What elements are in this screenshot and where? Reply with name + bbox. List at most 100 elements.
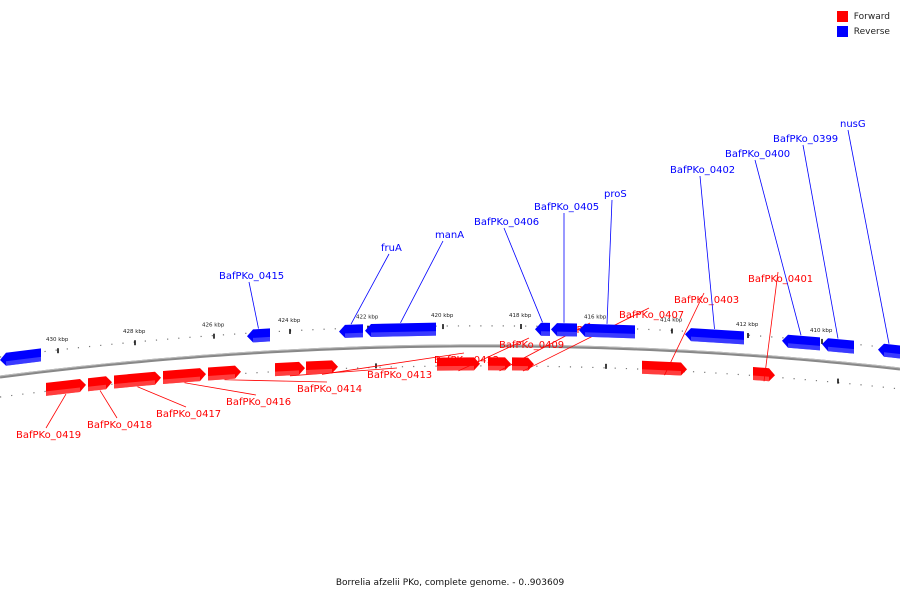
- gene-label-bafpko_0413: BafPKo_0413: [367, 370, 432, 381]
- scale-label: 424 kbp: [278, 318, 301, 324]
- gene-arrow-unlabeled-shade: [6, 356, 41, 366]
- gene-arrow-bafpko_0419: [46, 379, 86, 396]
- gene-arrow-bafpko_0419-connector: [45, 393, 67, 429]
- scale-label: 412 kbp: [736, 322, 759, 328]
- legend-item-forward: Forward: [836, 9, 890, 24]
- gene-label-bafpko_0417: BafPKo_0417: [156, 409, 221, 420]
- gene-arrow-pros: [579, 323, 635, 339]
- scale-label: 416 kbp: [584, 314, 607, 320]
- gene-arrow-bafpko_0414-connector: [224, 379, 328, 383]
- backbone-highlight: [0, 344, 900, 377]
- scale-label: 428 kbp: [123, 329, 146, 335]
- gene-label-bafpko_0414: BafPKo_0414: [297, 384, 362, 395]
- gene-arrow-bafpko_0414: [208, 365, 241, 381]
- gene-label-bafpko_0405: BafPKo_0405: [534, 202, 599, 213]
- gene-arrow-frua-connector: [350, 253, 390, 325]
- gene-arrow-bafpko_0412: [306, 360, 338, 375]
- scale-label: 430 kbp: [46, 337, 69, 343]
- gene-arrow-bafpko_0403-connector: [664, 292, 705, 376]
- gene-arrow-bafpko_0407-connector: [522, 307, 650, 372]
- scale-label: 418 kbp: [509, 313, 532, 319]
- gene-label-bafpko_0409: BafPKo_0409: [499, 340, 564, 351]
- gene-arrow-bafpko_0400: [782, 334, 820, 351]
- gene-label-bafpko_0401: BafPKo_0401: [748, 274, 813, 285]
- scale-label: 422 kbp: [356, 315, 379, 321]
- gene-arrow-bafpko_0408-shade: [488, 365, 505, 371]
- gene-arrow-bafpko_0400-shade: [788, 343, 820, 351]
- gene-arrow-bafpko_0406: [535, 322, 550, 336]
- gene-arrow-bafpko_0406-connector: [503, 227, 543, 323]
- gene-arrow-bafpko_0412-connector: [321, 352, 465, 375]
- reverse-swatch: [836, 26, 848, 37]
- gene-arrow-frua: [339, 324, 363, 338]
- gene-arrow-bafpko_0403-shade: [642, 369, 681, 376]
- gene-arrow-mana-connector: [400, 240, 444, 323]
- gene-arrow-frua-shade: [345, 332, 363, 338]
- gene-arrow-pros-connector: [606, 199, 613, 324]
- reverse-track-guide: [0, 325, 900, 358]
- scale-label: 410 kbp: [810, 328, 833, 334]
- gene-label-bafpko_0407: BafPKo_0407: [619, 310, 684, 321]
- gene-arrow-bafpko_0403: [642, 360, 687, 376]
- gene-arrow-bafpko_0418: [88, 376, 112, 392]
- gene-arrow-bafpko_0413: [275, 361, 305, 377]
- gene-arrow-bafpko_0415: [247, 328, 270, 343]
- gene-label-bafpko_0403: BafPKo_0403: [674, 295, 739, 306]
- map-caption: Borrelia afzelii PKo, complete genome. -…: [335, 578, 565, 588]
- gene-arrow-mana-shade: [371, 331, 436, 337]
- scale-label: 414 kbp: [660, 317, 683, 323]
- gene-arrow-bafpko_0416: [163, 368, 206, 384]
- gene-arrow-bafpko_0417-connector: [137, 386, 187, 408]
- gene-arrow-pros-shade: [585, 332, 635, 339]
- gene-arrow-bafpko_0401-connector: [763, 271, 779, 382]
- gene-label-bafpko_0400: BafPKo_0400: [725, 149, 790, 160]
- gene-arrow-bafpko_0407-shade: [512, 365, 528, 371]
- gene-arrow-bafpko_0413-shade: [275, 370, 299, 377]
- gene-label-pros: proS: [604, 189, 627, 200]
- gene-label-bafpko_0419: BafPKo_0419: [16, 430, 81, 441]
- gene-arrow-bafpko_0418-shade: [88, 384, 106, 392]
- gene-arrow-bafpko_0417: [114, 371, 161, 389]
- gene-arrow-bafpko_0405-shade: [557, 331, 577, 337]
- gene-arrow-bafpko_0415-connector: [248, 281, 259, 329]
- gene-arrow-bafpko_0417-shade: [114, 380, 155, 389]
- gene-arrow-bafpko_0406-shade: [541, 331, 550, 336]
- gene-arrow-bafpko_0419-shade: [46, 387, 80, 396]
- gene-arrow-bafpko_0402-connector: [699, 175, 715, 329]
- gene-label-bafpko_0418: BafPKo_0418: [87, 420, 152, 431]
- gene-arrow-bafpko_0399-shade: [828, 346, 854, 354]
- legend-label-reverse: Reverse: [853, 26, 890, 37]
- gene-label-bafpko_0406: BafPKo_0406: [474, 217, 539, 228]
- gene-label-bafpko_0415: BafPKo_0415: [219, 271, 284, 282]
- gene-arrow-bafpko_0413-connector: [289, 367, 398, 377]
- gene-arrow-bafpko_0409: [437, 357, 480, 371]
- gene-arrow-mana: [365, 322, 436, 337]
- backbone-line: [0, 344, 900, 379]
- legend-label-forward: Forward: [853, 11, 890, 22]
- gene-arrow-bafpko_0401-shade: [753, 375, 769, 382]
- gene-label-nusg: nusG: [840, 119, 866, 130]
- gene-arrow-bafpko_0409-shade: [437, 365, 474, 371]
- gene-arrow-bafpko_0414-shade: [208, 374, 235, 381]
- gene-arrow-bafpko_0402: [685, 328, 744, 345]
- forward-track-guide: [0, 365, 900, 398]
- gene-label-frua: fruA: [381, 243, 402, 254]
- gene-arrow-bafpko_0400-connector: [754, 159, 802, 336]
- gene-arrow-bafpko_0408: [488, 357, 511, 371]
- gene-arrow-nusg-connector: [847, 129, 890, 344]
- gene-label-bafpko_0399: BafPKo_0399: [773, 134, 838, 145]
- scale-label: 420 kbp: [431, 313, 454, 319]
- gene-label-bafpko_0416: BafPKo_0416: [226, 397, 291, 408]
- gene-arrow-bafpko_0399: [822, 338, 854, 354]
- gene-arrow-bafpko_0412-shade: [306, 368, 332, 375]
- scale-label: 426 kbp: [202, 323, 225, 329]
- gene-arrow-nusg: [878, 343, 900, 359]
- gene-arrow-bafpko_0418-connector: [99, 390, 118, 419]
- gene-arrow-bafpko_0401: [753, 367, 775, 382]
- gene-arrow-bafpko_0405: [551, 323, 577, 337]
- gene-arrow-nusg-shade: [884, 352, 900, 359]
- legend: Forward Reverse: [836, 9, 890, 39]
- gene-arrow-bafpko_0407: [512, 357, 534, 371]
- gene-arrow-bafpko_0416-connector: [184, 382, 257, 396]
